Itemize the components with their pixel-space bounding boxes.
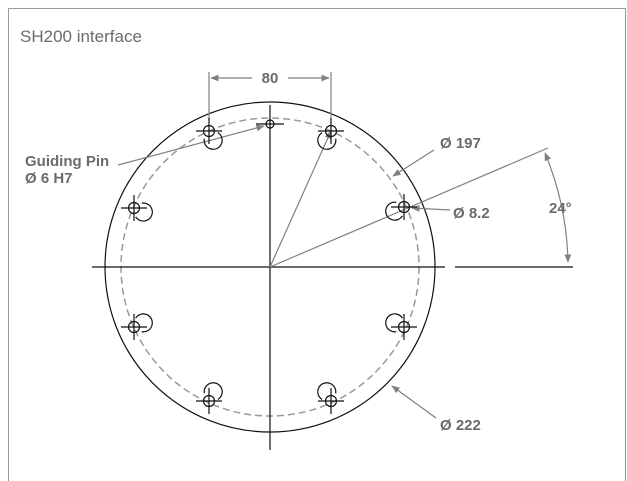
- dim-label: 80: [262, 70, 279, 87]
- leader: [411, 205, 451, 212]
- dim-label: Ø 197: [440, 135, 481, 152]
- bolt-holes: [121, 118, 417, 414]
- angle-arc: [544, 152, 572, 263]
- pin-label: Ø 6 H7: [25, 170, 73, 187]
- frame: [8, 8, 626, 481]
- drawing: [92, 72, 573, 450]
- bolt-hole: [121, 195, 153, 222]
- angle-label: 24°: [549, 200, 572, 217]
- bolt-hole: [121, 313, 153, 340]
- title: SH200 interface: [20, 27, 142, 46]
- pin: [256, 119, 284, 129]
- bolt-hole: [196, 118, 223, 150]
- leader: [117, 124, 265, 166]
- bolt-hole: [196, 382, 223, 414]
- bolt-hole: [317, 118, 344, 150]
- bolt-hole: [317, 382, 344, 414]
- dim-label: Ø 222: [440, 417, 481, 434]
- radius-line: [269, 130, 332, 268]
- dim-label: Ø 8.2: [453, 205, 490, 222]
- bolt-hole: [385, 194, 417, 221]
- leader: [391, 385, 437, 419]
- pin-label: Guiding Pin: [25, 153, 109, 170]
- leader: [392, 149, 435, 177]
- bolt-hole: [385, 313, 417, 340]
